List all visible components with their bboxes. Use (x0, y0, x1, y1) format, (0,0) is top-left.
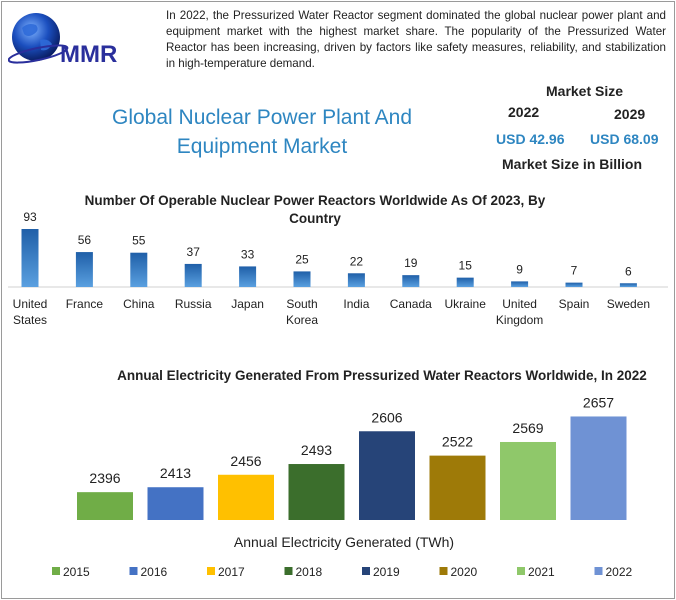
electricity-data-label-2018: 2493 (301, 442, 332, 458)
electricity-bar-2020 (429, 455, 486, 520)
page-title: Global Nuclear Power Plant And Equipment… (112, 106, 412, 158)
reactors-tick-label-france-0: France (66, 297, 104, 311)
electricity-bar-2018 (288, 464, 345, 520)
electricity-data-label-2017: 2456 (230, 453, 261, 469)
legend-swatch-2017 (207, 567, 215, 575)
reactors-bar-japan (239, 266, 257, 287)
reactors-tick-label-india-0: India (343, 297, 369, 311)
reactors-bar-china (130, 252, 148, 287)
reactors-data-label-india: 22 (350, 254, 364, 268)
reactors-tick-label-united-kingdom-0: United (502, 297, 537, 311)
electricity-data-label-2016: 2413 (160, 465, 191, 481)
reactors-tick-label-russia-0: Russia (175, 297, 212, 311)
electricity-bar-2021 (500, 441, 556, 520)
reactors-tick-label-united-kingdom-1: Kingdom (496, 313, 543, 327)
reactors-data-label-canada: 19 (404, 256, 418, 270)
market-value-2029: USD 68.09 (590, 131, 659, 147)
reactors-tick-label-united-states-0: United (13, 297, 48, 311)
reactors-data-label-russia: 37 (187, 245, 201, 259)
reactors-tick-label-japan-0: Japan (231, 297, 264, 311)
legend-swatch-2015 (52, 567, 60, 575)
reactors-data-label-japan: 33 (241, 247, 255, 261)
reactors-data-label-spain: 7 (571, 264, 578, 278)
electricity-data-label-2015: 2396 (89, 470, 120, 486)
reactors-bar-spain (565, 282, 583, 287)
electricity-chart-title: Annual Electricity Generated From Pressu… (117, 368, 647, 383)
legend-swatch-2018 (284, 567, 293, 575)
brand-name: MMR (60, 41, 117, 68)
reactors-bar-south-korea (293, 271, 311, 287)
legend-swatch-2020 (439, 567, 448, 575)
market-value-2022: USD 42.96 (496, 131, 565, 147)
reactors-bar-united-kingdom (511, 281, 529, 287)
reactors-bar-france (75, 252, 93, 287)
reactors-tick-label-ukraine-0: Ukraine (445, 297, 487, 311)
legend-label-2020: 2020 (451, 565, 478, 579)
legend-label-2019: 2019 (373, 565, 400, 579)
mmr-logo: MMR (8, 13, 117, 68)
legend-label-2018: 2018 (296, 565, 323, 579)
market-size-unit: Market Size in Billion (502, 156, 643, 172)
reactors-chart-title: Number Of Operable Nuclear Power Reactor… (84, 193, 546, 226)
reactors-data-label-united-states: 93 (23, 210, 37, 224)
legend-swatch-2022 (594, 567, 603, 575)
electricity-bar-2017 (218, 474, 274, 520)
electricity-data-label-2019: 2606 (371, 409, 402, 425)
electricity-bar-2022 (570, 416, 627, 520)
reactors-tick-label-united-states-1: States (13, 313, 47, 327)
market-year-2029: 2029 (614, 106, 646, 122)
electricity-bar-2019 (359, 431, 415, 520)
reactors-tick-label-spain-0: Spain (559, 297, 590, 311)
reactors-data-label-south-korea: 25 (295, 252, 309, 266)
electricity-bar-chart: 2396 2413 2456 2493 2606 2522 2569 2657 Annual E… (52, 394, 633, 579)
legend-swatch-2016 (129, 567, 138, 575)
legend-label-2015: 2015 (63, 565, 90, 579)
reactors-data-label-france: 56 (78, 233, 92, 247)
reactors-bar-united-states (21, 229, 39, 287)
reactors-bar-india (347, 273, 365, 287)
legend-swatch-2019 (362, 567, 370, 575)
reactors-tick-label-south-korea-0: South (286, 297, 317, 311)
reactors-tick-label-canada-0: Canada (390, 297, 432, 311)
market-year-2022: 2022 (508, 104, 540, 120)
reactors-data-label-ukraine: 15 (459, 259, 473, 273)
legend-label-2017: 2017 (218, 565, 245, 579)
electricity-data-label-2022: 2657 (583, 394, 614, 410)
reactors-tick-label-south-korea-1: Korea (286, 313, 318, 327)
legend-swatch-2021 (517, 567, 525, 575)
reactors-bar-chart: 93 United States 56 France 55 China 37 Russia 33 J… (8, 210, 668, 327)
electricity-data-label-2021: 2569 (512, 420, 543, 436)
reactors-bar-canada (402, 275, 420, 287)
electricity-x-axis-label: Annual Electricity Generated (TWh) (234, 534, 454, 550)
reactors-data-label-united-kingdom: 9 (516, 262, 523, 276)
market-size-label: Market Size (546, 83, 624, 99)
reactors-bar-ukraine (456, 277, 474, 287)
reactors-data-label-china: 55 (132, 234, 146, 248)
legend-label-2016: 2016 (141, 565, 168, 579)
reactors-bar-russia (184, 263, 202, 287)
legend-label-2022: 2022 (606, 565, 633, 579)
legend-label-2021: 2021 (528, 565, 555, 579)
reactors-bar-sweden (619, 283, 637, 287)
electricity-bar-2016 (147, 487, 204, 520)
electricity-bar-2015 (77, 492, 133, 520)
summary-text: In 2022, the Pressurized Water Reactor s… (166, 9, 666, 70)
electricity-data-label-2020: 2522 (442, 434, 473, 450)
reactors-tick-label-china-0: China (123, 297, 155, 311)
reactors-data-label-sweden: 6 (625, 264, 632, 278)
reactors-tick-label-sweden-0: Sweden (607, 297, 650, 311)
